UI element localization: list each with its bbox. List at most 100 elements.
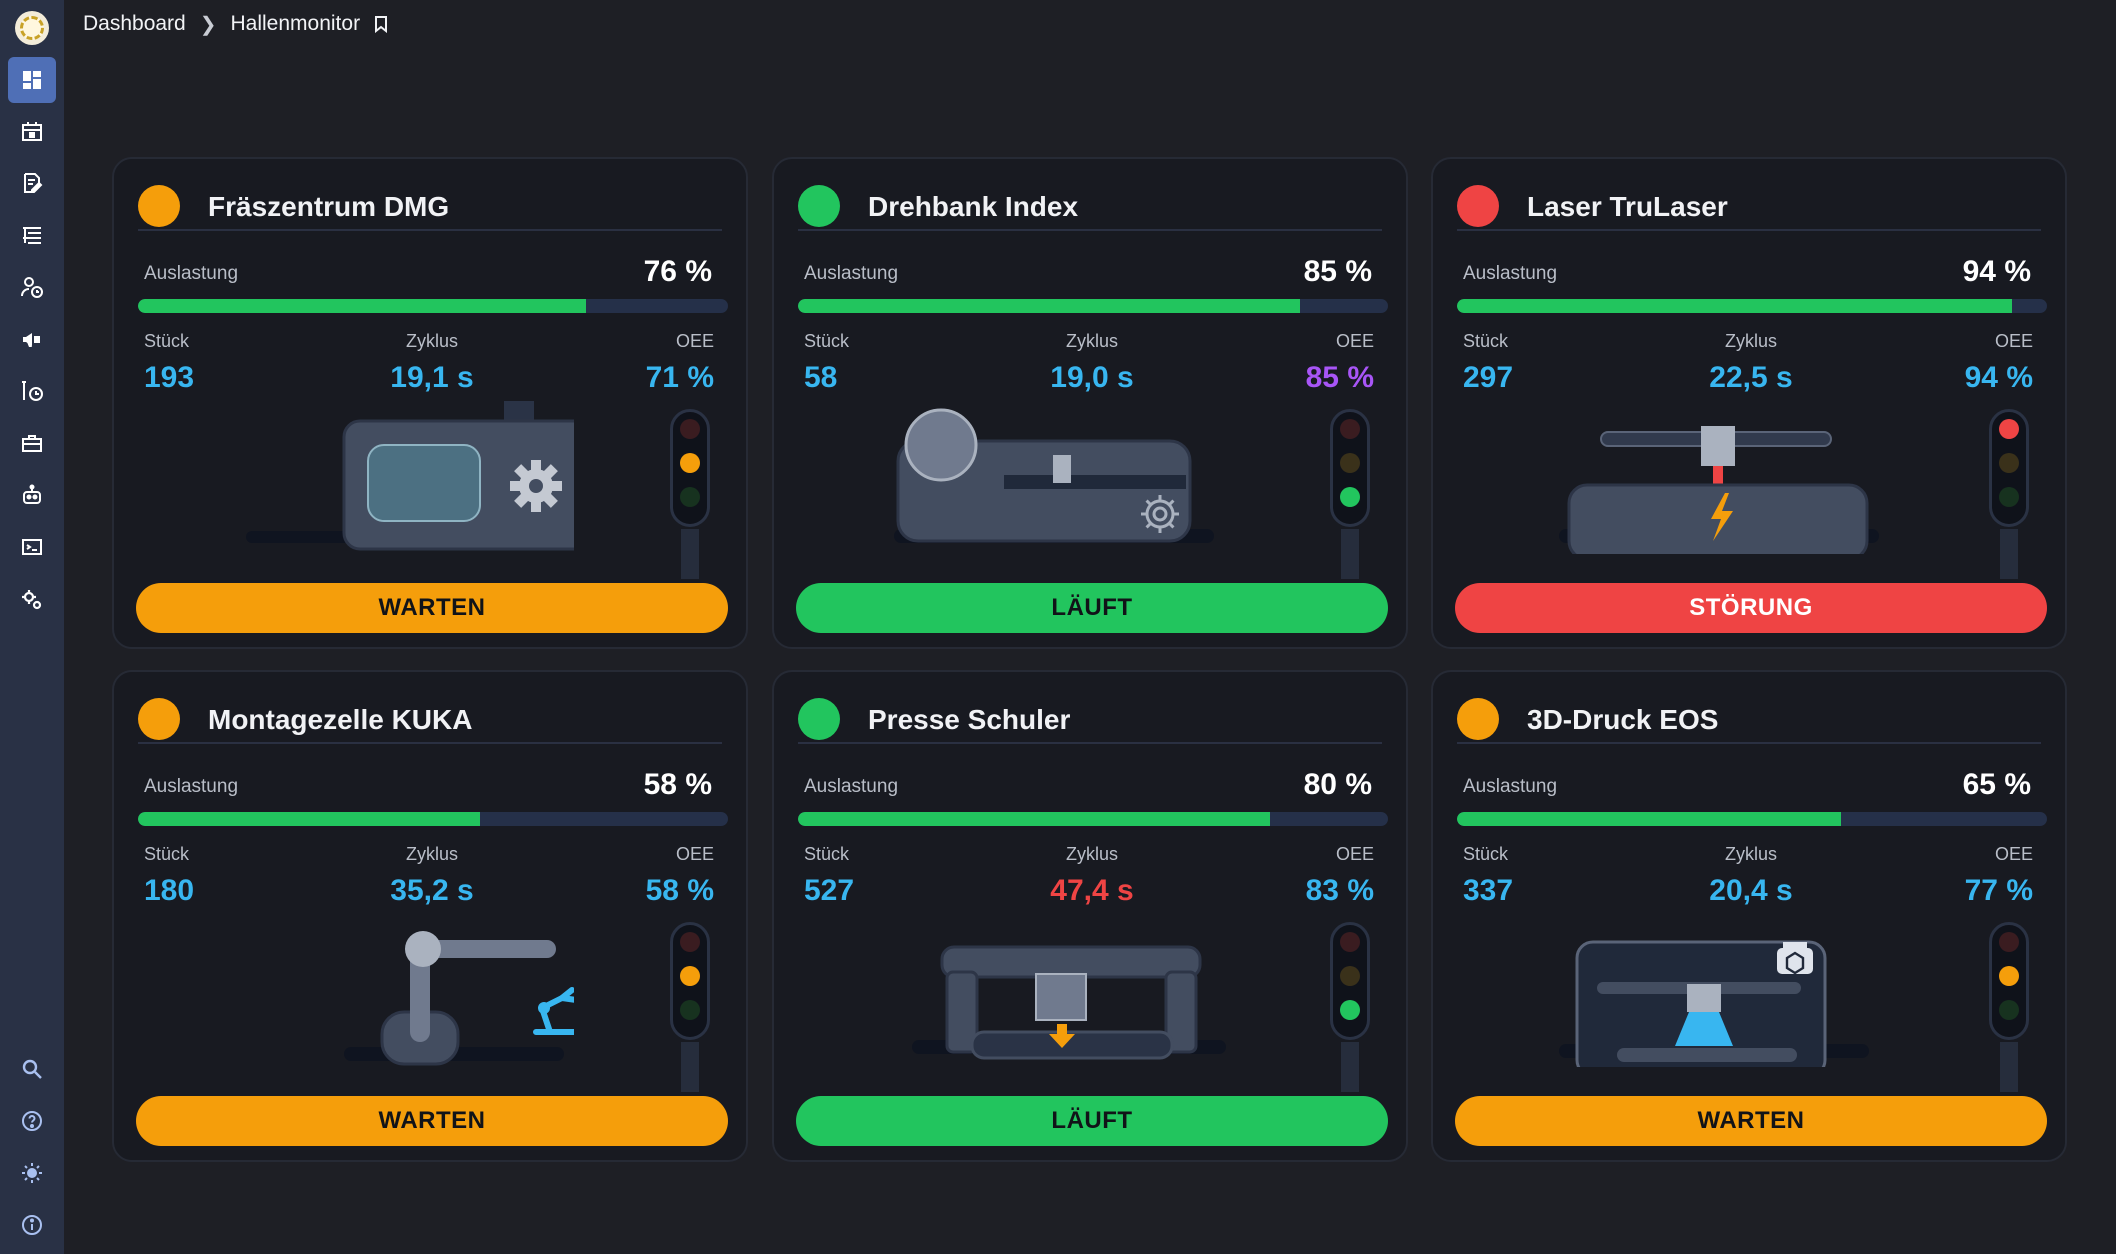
machine-name: Fräszentrum DMG <box>208 191 450 222</box>
traffic-light-pole <box>2000 529 2018 579</box>
status-button[interactable]: STÖRUNG <box>1455 583 2047 633</box>
sidebar-item-announcements[interactable] <box>8 316 56 362</box>
status-button[interactable]: WARTEN <box>136 1096 728 1146</box>
bookmark-icon[interactable] <box>374 15 388 33</box>
zyklus-value: 19,1 s <box>390 361 474 394</box>
auslastung-label: Auslastung <box>804 776 899 797</box>
card-header: 3D-Druck EOS <box>1457 696 2041 744</box>
sidebar-item-dashboard[interactable] <box>8 57 56 103</box>
machine-card-3: Laser TruLaser Auslastung 94 % Stück 297… <box>1431 157 2067 649</box>
toolbox-icon <box>22 435 42 452</box>
oee-label: OEE <box>1335 844 1374 864</box>
stueck-value: 337 <box>1463 874 1514 907</box>
machine-name: Montagezelle KUKA <box>208 704 473 735</box>
stueck-label: Stück <box>1463 331 1509 351</box>
auslastung-progress-bar <box>1457 812 2047 826</box>
sidebar-item-building[interactable] <box>8 108 56 154</box>
zyklus-value: 19,0 s <box>1050 361 1134 394</box>
sidebar-item-hierarchy[interactable] <box>8 212 56 258</box>
traffic-light <box>1330 922 1370 1040</box>
traffic-light-yellow <box>680 966 700 986</box>
zyklus-label: Zyklus <box>1724 331 1777 351</box>
traffic-light-green <box>680 487 700 507</box>
status-button[interactable]: LÄUFT <box>796 583 1388 633</box>
card-header: Fräszentrum DMG <box>138 183 722 231</box>
traffic-light-green <box>1999 1000 2019 1020</box>
sidebar-item-maintenance[interactable] <box>8 368 56 414</box>
stueck-label: Stück <box>1463 844 1509 864</box>
zyklus-label: Zyklus <box>1065 844 1118 864</box>
status-button[interactable]: LÄUFT <box>796 1096 1388 1146</box>
traffic-light-red <box>1340 932 1360 952</box>
auslastung-label: Auslastung <box>1463 776 1558 797</box>
sidebar-item-documents[interactable] <box>8 160 56 206</box>
card-header: Laser TruLaser <box>1457 183 2041 231</box>
sidebar-item-help[interactable] <box>8 1098 56 1144</box>
auslastung-progress-bar <box>1457 299 2047 313</box>
zyklus-label: Zyklus <box>1724 844 1777 864</box>
sidebar-item-theme[interactable] <box>8 1150 56 1196</box>
machine-card-1: Fräszentrum DMG Auslastung 76 % Stück 19… <box>112 157 748 649</box>
info-icon <box>22 1215 42 1235</box>
press-illustration <box>854 912 1234 1067</box>
status-indicator-dot <box>798 185 840 227</box>
zyklus-value: 47,4 s <box>1050 874 1134 907</box>
auslastung-progress-fill <box>138 812 481 826</box>
auslastung-progress-fill <box>138 299 587 313</box>
traffic-light-yellow <box>680 453 700 473</box>
sidebar-item-search[interactable] <box>8 1046 56 1092</box>
traffic-light-yellow <box>1999 453 2019 473</box>
milling-machine-illustration <box>194 399 594 554</box>
traffic-light <box>1989 922 2029 1040</box>
auslastung-value: 76 % <box>643 255 712 288</box>
machine-name: Laser TruLaser <box>1527 191 1728 222</box>
stueck-value: 58 <box>804 361 838 394</box>
stueck-label: Stück <box>804 844 850 864</box>
breadcrumb-current: Hallenmonitor <box>230 12 361 35</box>
stueck-label: Stück <box>804 331 850 351</box>
auslastung-progress-fill <box>1457 299 2012 313</box>
traffic-light-red <box>1340 419 1360 439</box>
dashboard-icon <box>23 71 41 89</box>
auslastung-value: 85 % <box>1303 255 1372 288</box>
auslastung-progress-bar <box>798 812 1388 826</box>
3d-printer-illustration <box>1513 912 1893 1078</box>
auslastung-progress-fill <box>798 812 1270 826</box>
machine-card-6: 3D-Druck EOS Auslastung 65 % Stück 337 Z… <box>1431 670 2067 1162</box>
sidebar-item-personnel[interactable] <box>8 264 56 310</box>
sidebar-item-info[interactable] <box>8 1202 56 1248</box>
machine-name: 3D-Druck EOS <box>1527 704 1719 735</box>
traffic-light-pole <box>681 1042 699 1092</box>
robot-arm-illustration <box>194 912 579 1067</box>
auslastung-progress-bar <box>798 299 1388 313</box>
traffic-light-green <box>1340 487 1360 507</box>
traffic-light-yellow <box>1340 453 1360 473</box>
zyklus-value: 22,5 s <box>1709 361 1793 394</box>
traffic-light-green <box>680 1000 700 1020</box>
oee-label: OEE <box>675 331 714 351</box>
traffic-light-green <box>1999 487 2019 507</box>
machine-name: Presse Schuler <box>868 704 1071 735</box>
status-button[interactable]: WARTEN <box>1455 1096 2047 1146</box>
auslastung-label: Auslastung <box>144 263 239 284</box>
help-icon <box>22 1111 42 1131</box>
sidebar-item-robot[interactable] <box>8 472 56 518</box>
oee-label: OEE <box>1994 331 2033 351</box>
zyklus-label: Zyklus <box>1065 331 1118 351</box>
sidebar-item-terminal[interactable] <box>8 524 56 570</box>
traffic-light-pole <box>1341 529 1359 579</box>
traffic-light <box>670 409 710 527</box>
sidebar-item-settings[interactable] <box>8 576 56 622</box>
lathe-illustration <box>854 399 1234 554</box>
auslastung-value: 58 % <box>643 768 712 801</box>
breadcrumb-dashboard-link[interactable]: Dashboard <box>83 12 186 35</box>
app-logo[interactable] <box>15 11 49 45</box>
oee-label: OEE <box>675 844 714 864</box>
megaphone-icon <box>23 333 40 347</box>
traffic-light-pole <box>2000 1042 2018 1092</box>
status-button[interactable]: WARTEN <box>136 583 728 633</box>
sidebar-item-toolbox[interactable] <box>8 420 56 466</box>
traffic-light-red <box>1999 419 2019 439</box>
settings-gears-icon <box>22 590 42 610</box>
traffic-light-green <box>1340 1000 1360 1020</box>
